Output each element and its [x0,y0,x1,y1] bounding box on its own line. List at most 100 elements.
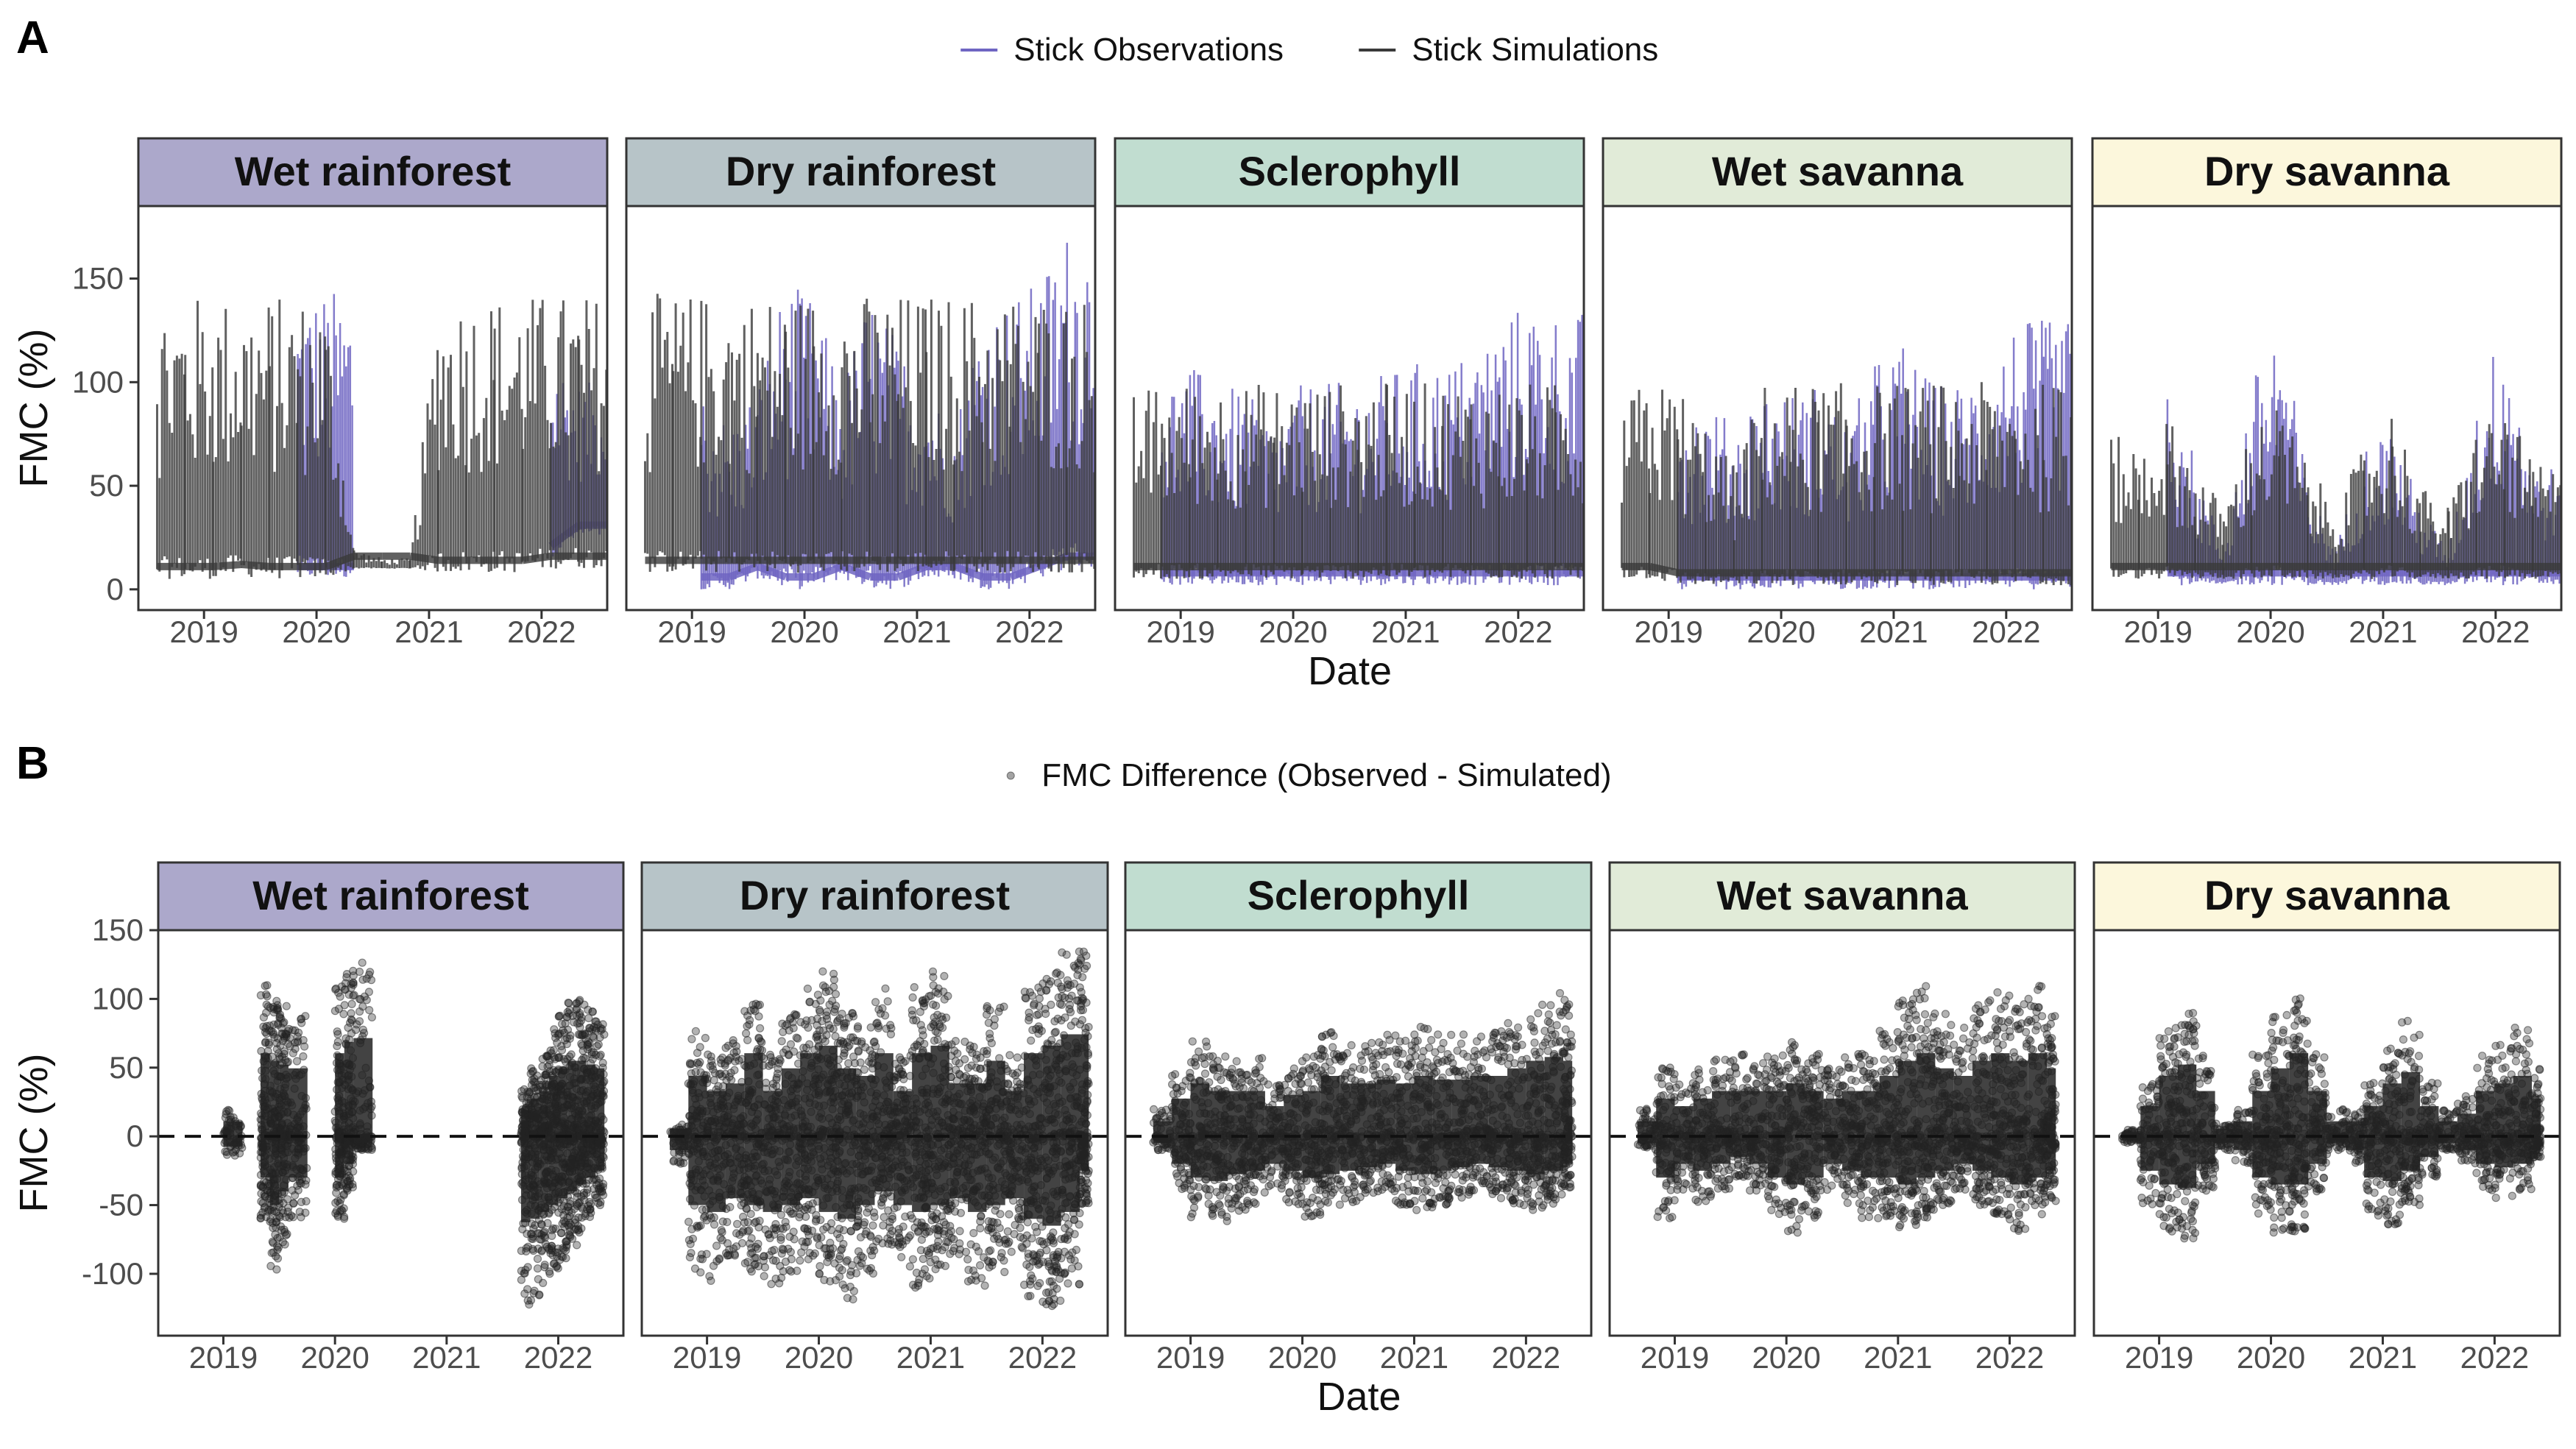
series-stick-simulations-segment [2138,424,2168,578]
data-point [583,1041,592,1049]
data-point [723,1055,733,1064]
data-point [299,1052,308,1061]
series-stick-simulations-segment [268,300,298,578]
data-point [818,1035,827,1044]
data-point [895,1233,905,1243]
data-point [567,1050,576,1059]
data-point [286,1034,294,1043]
data-point [896,1242,905,1252]
legend-label-stick-observations: Stick Observations [1013,32,1284,68]
series-stick-simulations-segment [1133,390,1162,578]
data-point [262,1030,271,1038]
data-point [751,1253,760,1262]
data-point [272,1252,280,1261]
data-point [1010,1230,1019,1239]
data-point [345,1180,354,1189]
data-point [289,1049,297,1057]
data-point [853,1222,863,1230]
data-point [339,1010,348,1018]
data-layer [2110,355,2561,586]
data-point [931,1001,941,1010]
x-tick-label: 2019 [169,614,238,649]
data-point [527,1064,536,1073]
data-point [710,1076,718,1085]
x-tick-label: 2021 [882,614,951,649]
data-point [336,992,344,1001]
data-point [362,996,371,1005]
data-point [1001,1239,1011,1248]
data-point [574,1225,583,1234]
data-point [583,1205,592,1214]
data-point [592,1175,601,1184]
data-point [838,1266,846,1275]
series-stick-simulations-segment [353,550,383,569]
data-point [592,1041,601,1051]
data-point [707,1214,715,1222]
data-point [983,1004,991,1013]
data-point [685,1253,695,1262]
data-point [800,1224,809,1233]
data-point [754,1239,762,1248]
data-point [899,1222,907,1231]
data-point [574,1030,584,1039]
data-point-cluster [744,1053,763,1205]
series-stick-observations-baseline [953,563,984,581]
data-point [918,1269,927,1278]
data-point [517,1266,526,1275]
data-point [760,1263,770,1272]
data-point [823,1007,832,1016]
data-point [275,1233,284,1242]
data-point [548,1231,556,1241]
data-point-cluster [1005,1091,1025,1199]
data-point [276,1041,285,1050]
series-stick-simulations-baseline [241,561,270,570]
data-point-cluster [725,1083,745,1199]
data-point [949,1244,959,1253]
series-fmc-difference [666,947,1093,1311]
data-point [1013,1053,1022,1062]
data-point [555,1052,564,1062]
data-point [774,1064,782,1074]
data-point [815,1269,824,1278]
facet-title: Dry rainforest [726,148,996,194]
series-stick-simulations-segment [325,346,355,575]
series-stick-simulations-segment [2532,467,2561,579]
series-stick-simulations-segment [2166,426,2196,578]
data-point [916,1037,924,1046]
data-point [917,1218,926,1227]
data-point [723,1217,732,1227]
data-point [918,1026,927,1035]
x-tick-label: 2019 [1146,614,1214,649]
data-point [974,1247,983,1256]
data-point [351,1025,361,1035]
data-point [786,1247,796,1256]
data-layer [219,958,609,1309]
x-tick-label: 2020 [300,1340,369,1375]
data-point [776,1056,785,1065]
data-point [940,971,949,981]
x-tick-label: 2019 [657,614,726,649]
data-point [527,1219,537,1228]
data-point [590,1033,598,1042]
data-point [365,1005,374,1015]
data-point [336,1195,345,1205]
data-point [833,1016,842,1025]
data-point [781,1257,790,1266]
data-point [703,1074,712,1083]
data-point [822,1222,831,1232]
data-point [983,1256,992,1265]
data-point [300,1042,309,1051]
y-tick-label: 50 [109,1050,144,1085]
data-point [529,1246,538,1255]
series-stick-simulations-segment [1789,388,1819,585]
series-stick-simulations-segment [1902,388,1932,584]
data-point [547,1049,556,1057]
data-point [856,1233,866,1241]
series-stick-simulations-segment [1554,412,1584,578]
data-point [295,1178,305,1188]
data-point-cluster [837,1068,857,1219]
data-point [740,1258,750,1268]
data-point [557,1019,567,1029]
data-point-cluster [548,1075,559,1205]
